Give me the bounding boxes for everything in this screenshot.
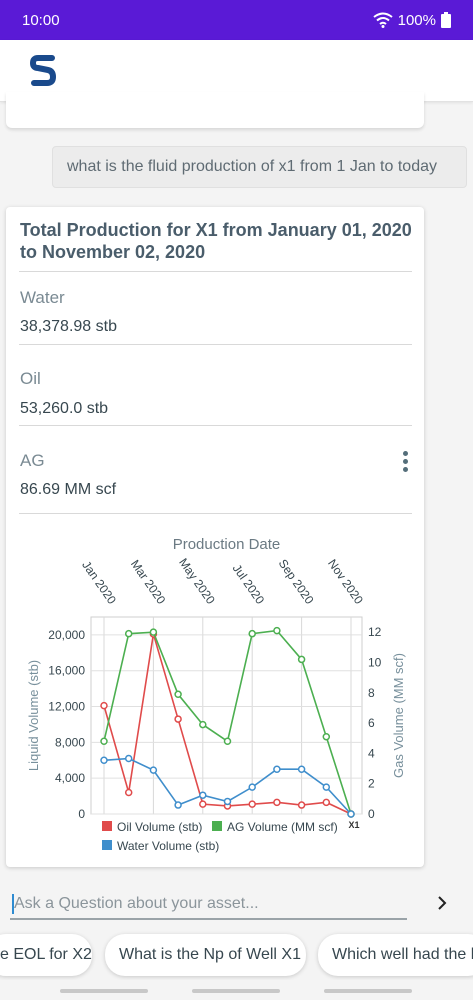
- metric-value-ag: 86.69 MM scf: [20, 481, 117, 498]
- suggestion-chip-label: Which well had the h: [332, 946, 473, 963]
- data-point: [322, 783, 331, 791]
- suggestion-chip-label: e EOL for X2: [0, 946, 92, 963]
- data-point: [248, 629, 256, 638]
- status-time: 10:00: [22, 11, 60, 29]
- status-icons: 100%: [373, 12, 451, 29]
- data-point: [223, 797, 232, 806]
- suggestion-chip[interactable]: What is the Np of Well X1: [105, 934, 306, 976]
- y-right-tick-label: 0: [368, 807, 375, 821]
- data-point: [199, 720, 207, 729]
- send-chevron-icon[interactable]: [432, 892, 452, 914]
- chart-title: Production Date: [173, 536, 281, 553]
- previous-answer-card: [6, 92, 424, 128]
- data-point: [174, 801, 182, 809]
- y-left-tick-label: 16,000: [48, 664, 85, 678]
- data-point: [199, 791, 207, 799]
- x-tick-label: Jan 2020: [79, 558, 119, 607]
- legend-swatch: [102, 840, 112, 850]
- divider: [19, 513, 412, 514]
- legend-label: Oil Volume (stb): [117, 820, 202, 834]
- legend-label: AG Volume (MM scf): [227, 820, 338, 834]
- divider: [19, 271, 412, 272]
- data-point: [273, 626, 281, 635]
- y-right-tick-label: 2: [368, 777, 375, 791]
- data-point: [248, 783, 256, 791]
- x-tick-label: Jul 2020: [230, 562, 268, 607]
- answer-title: Total Production for X1 from January 01,…: [20, 220, 412, 262]
- status-bar: 10:00 100%: [0, 0, 473, 40]
- battery-percent: 100%: [397, 11, 436, 29]
- metric-label-water: Water: [20, 288, 65, 307]
- series-line: [103, 629, 352, 815]
- metric-value-oil: 53,260.0 stb: [20, 400, 109, 417]
- y-right-tick-label: 12: [368, 625, 382, 639]
- data-point: [124, 788, 133, 797]
- suggestion-chip[interactable]: e EOL for X2: [0, 934, 92, 976]
- wifi-icon: [373, 12, 393, 28]
- production-chart: Production Date Jan 2020 Mar 2020 May 2020 J…: [26, 536, 406, 853]
- data-point: [100, 756, 108, 765]
- y-left-tick-label: 0: [78, 807, 85, 821]
- data-point: [322, 732, 331, 741]
- divider: [19, 344, 412, 345]
- suggestion-chip[interactable]: Which well had the h: [318, 934, 473, 976]
- nav-handle[interactable]: [60, 989, 148, 993]
- y-left-tick-label: 8,000: [55, 735, 85, 749]
- data-point: [199, 800, 207, 808]
- data-point: [347, 810, 355, 818]
- y-right-tick-label: 4: [368, 746, 375, 760]
- y-left-tick-label: 12,000: [48, 700, 85, 714]
- y-left-axis-label: Liquid Volume (stb): [26, 660, 41, 771]
- text-cursor: [12, 894, 14, 914]
- app-logo: [30, 55, 56, 86]
- data-point: [124, 629, 133, 638]
- suggestion-chip-label: What is the Np of Well X1: [119, 946, 301, 963]
- metric-value-water: 38,378.98 stb: [20, 318, 117, 335]
- x-tick-label: Mar 2020: [128, 557, 169, 607]
- x-tick-label: Sep 2020: [276, 557, 317, 607]
- legend-swatch: [102, 821, 112, 831]
- data-point: [297, 801, 306, 809]
- metric-label-oil: Oil: [20, 369, 41, 388]
- data-point: [273, 798, 281, 807]
- ask-input-container[interactable]: [10, 890, 407, 920]
- data-point: [100, 701, 108, 710]
- divider: [19, 425, 412, 426]
- user-message-bubble: what is the fluid production of x1 from …: [52, 146, 467, 188]
- more-options-icon[interactable]: [399, 451, 411, 473]
- nav-handle[interactable]: [192, 989, 280, 993]
- x-bottom-label: X1: [348, 820, 359, 830]
- x-tick-label: Nov 2020: [325, 557, 366, 607]
- legend-swatch: [212, 821, 222, 831]
- battery-icon: [441, 12, 451, 28]
- y-right-tick-label: 10: [368, 655, 382, 669]
- data-point: [149, 766, 158, 774]
- data-point: [297, 765, 306, 773]
- data-point: [174, 690, 182, 699]
- data-point: [223, 737, 232, 746]
- data-point: [273, 765, 281, 773]
- user-message-text: what is the fluid production of x1 from …: [67, 158, 437, 175]
- series-line: [103, 633, 352, 815]
- data-point: [322, 798, 331, 807]
- nav-handle[interactable]: [324, 989, 412, 993]
- y-right-tick-label: 6: [368, 716, 375, 730]
- metric-label-ag: AG: [20, 451, 45, 470]
- y-right-axis-label: Gas Volume (MM scf): [391, 653, 406, 778]
- data-point: [149, 628, 158, 636]
- data-point: [248, 800, 256, 808]
- y-right-tick-label: 8: [368, 686, 375, 700]
- navigation-bar: [0, 980, 473, 1000]
- data-point: [174, 715, 182, 723]
- y-left-tick-label: 20,000: [48, 628, 85, 642]
- data-point: [100, 737, 108, 746]
- data-point: [124, 754, 133, 763]
- answer-card: Total Production for X1 from January 01,…: [6, 207, 424, 867]
- x-tick-label: May 2020: [176, 556, 218, 607]
- ask-input[interactable]: [14, 892, 404, 916]
- legend-label: Water Volume (stb): [117, 839, 219, 853]
- y-left-tick-label: 4,000: [55, 771, 85, 785]
- data-point: [297, 655, 306, 664]
